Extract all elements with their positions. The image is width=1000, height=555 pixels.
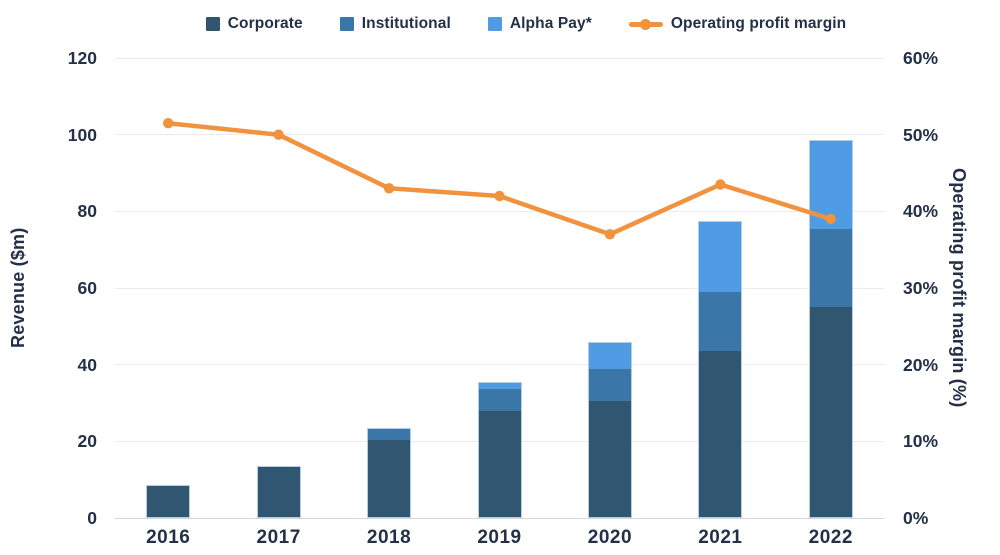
right-axis-tick-60: 60%	[903, 48, 939, 68]
legend-item-institutional: Institutional	[339, 15, 451, 33]
margin-point-2021	[715, 179, 726, 190]
bar-2022	[808, 140, 853, 518]
gridline-40	[115, 364, 884, 366]
margin-line-path	[165, 120, 834, 237]
legend-swatch-alpha-pay-icon	[487, 17, 502, 31]
left-axis-tick-60: 60	[77, 278, 97, 298]
bar-segment-institutional-2020	[588, 369, 631, 402]
gridline-80	[115, 210, 884, 212]
right-axis-tick-30: 30%	[903, 278, 939, 298]
x-axis-label-2016: 2016	[146, 527, 191, 548]
bar-2017	[256, 466, 301, 518]
legend-item-corporate: Corporate	[205, 15, 303, 33]
bar-2018	[367, 427, 412, 518]
right-axis-tick-40: 40%	[903, 201, 939, 222]
x-axis-label-2017: 2017	[256, 527, 301, 548]
bar-segment-corporate-2017	[257, 467, 300, 517]
bar-segment-institutional-2018	[368, 428, 411, 441]
legend-item-alpha-pay: Alpha Pay*	[487, 15, 592, 33]
margin-point-2022	[825, 213, 836, 225]
right-axis-tick-20: 20%	[903, 354, 939, 375]
gridline-60	[115, 287, 884, 289]
bar-2020	[587, 341, 632, 518]
right-axis-tick-10: 10%	[903, 431, 939, 452]
bar-segment-institutional-2021	[699, 292, 742, 352]
margin-point-2016	[163, 118, 174, 129]
bar-segment-corporate-2016	[147, 486, 190, 517]
legend-item-operating-profit-margin: Operating profit margin	[628, 15, 847, 33]
left-axis-title: Revenue ($m)	[8, 227, 28, 349]
bar-segment-institutional-2019	[478, 388, 521, 412]
bar-segment-corporate-2019	[478, 411, 521, 517]
left-axis-tick-20: 20	[77, 431, 97, 452]
margin-point-2020	[604, 229, 616, 240]
bar-segment-alpha-pay-2019	[478, 382, 521, 389]
bar-segment-corporate-2021	[699, 351, 742, 517]
gridline-120	[115, 57, 884, 59]
left-axis-tick-0: 0	[87, 508, 97, 528]
x-axis-label-2022: 2022	[808, 527, 853, 548]
margin-point-2017	[273, 129, 284, 140]
left-axis-tick-120: 120	[67, 48, 97, 68]
x-axis-label-2021: 2021	[698, 527, 743, 548]
operating-profit-margin-line	[163, 118, 836, 240]
x-axis-label-2020: 2020	[587, 527, 633, 548]
legend-label-operating-profit-margin: Operating profit margin	[670, 15, 847, 32]
bar-segment-corporate-2018	[368, 440, 411, 517]
right-axis-tick-50: 50%	[903, 124, 939, 145]
bar-segment-corporate-2020	[588, 401, 631, 517]
legend-line-dot-icon	[640, 18, 652, 30]
legend-label-corporate: Corporate	[227, 15, 303, 32]
left-axis-tick-80: 80	[77, 201, 97, 222]
legend-label-alpha-pay: Alpha Pay*	[509, 15, 592, 32]
left-axis-tick-100: 100	[67, 124, 97, 145]
margin-point-2019	[494, 190, 505, 202]
x-axis-label-2018: 2018	[366, 527, 412, 548]
gridline-100	[115, 134, 884, 136]
x-axis-label-2019: 2019	[477, 527, 522, 548]
legend-line-marker-icon	[628, 17, 663, 31]
bar-segment-corporate-2022	[809, 307, 852, 517]
bar-segment-alpha-pay-2020	[588, 342, 631, 370]
legend-label-institutional: Institutional	[361, 15, 451, 32]
bar-2016	[146, 485, 191, 518]
bar-segment-alpha-pay-2021	[699, 221, 742, 293]
left-axis-tick-40: 40	[77, 354, 97, 375]
legend-swatch-corporate-icon	[205, 17, 220, 31]
plot-area	[113, 57, 886, 519]
bar-2021	[698, 220, 743, 518]
bar-segment-institutional-2022	[809, 229, 852, 308]
margin-point-2018	[383, 183, 395, 194]
legend-swatch-institutional-icon	[339, 17, 354, 31]
right-axis-tick-0: 0%	[903, 508, 929, 528]
chart-legend: Corporate Institutional Alpha Pay* Operatin…	[0, 10, 1000, 38]
bar-2019	[477, 381, 522, 518]
gridline-0	[115, 517, 884, 519]
right-axis-title: Operating profit margin (%)	[949, 168, 969, 408]
